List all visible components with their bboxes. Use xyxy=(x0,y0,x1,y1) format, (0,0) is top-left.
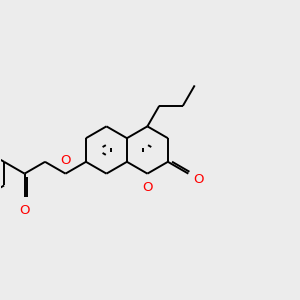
Text: O: O xyxy=(19,205,30,218)
Text: O: O xyxy=(60,154,71,167)
Text: O: O xyxy=(142,181,153,194)
Text: O: O xyxy=(193,173,203,186)
